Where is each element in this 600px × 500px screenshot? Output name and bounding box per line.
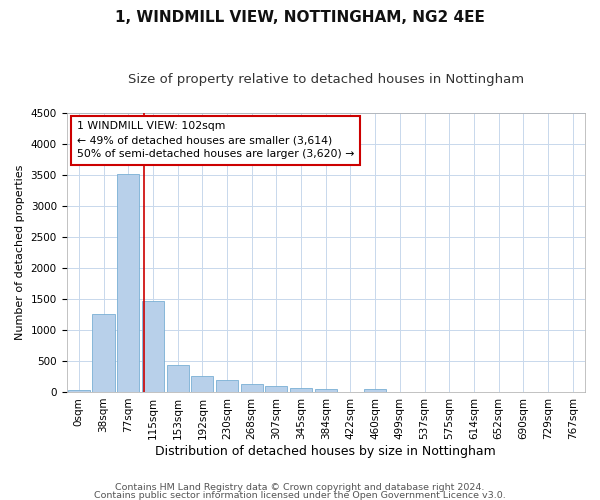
Y-axis label: Number of detached properties: Number of detached properties xyxy=(15,165,25,340)
Bar xyxy=(167,366,189,392)
X-axis label: Distribution of detached houses by size in Nottingham: Distribution of detached houses by size … xyxy=(155,444,496,458)
Text: 1 WINDMILL VIEW: 102sqm
← 49% of detached houses are smaller (3,614)
50% of semi: 1 WINDMILL VIEW: 102sqm ← 49% of detache… xyxy=(77,122,354,160)
Bar xyxy=(191,376,214,392)
Bar xyxy=(314,389,337,392)
Bar xyxy=(216,380,238,392)
Text: 1, WINDMILL VIEW, NOTTINGHAM, NG2 4EE: 1, WINDMILL VIEW, NOTTINGHAM, NG2 4EE xyxy=(115,10,485,25)
Bar xyxy=(290,388,312,392)
Bar xyxy=(68,390,90,392)
Bar xyxy=(117,174,139,392)
Bar xyxy=(241,384,263,392)
Bar xyxy=(92,314,115,392)
Text: Contains HM Land Registry data © Crown copyright and database right 2024.: Contains HM Land Registry data © Crown c… xyxy=(115,484,485,492)
Bar xyxy=(364,389,386,392)
Title: Size of property relative to detached houses in Nottingham: Size of property relative to detached ho… xyxy=(128,72,524,86)
Bar xyxy=(265,386,287,392)
Text: Contains public sector information licensed under the Open Government Licence v3: Contains public sector information licen… xyxy=(94,490,506,500)
Bar xyxy=(142,301,164,392)
